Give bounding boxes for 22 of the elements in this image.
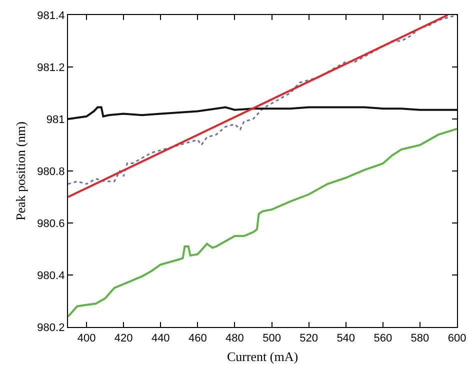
x-tick-label: 540	[336, 332, 356, 344]
x-tick-label: 440	[151, 332, 170, 344]
y-tick-label: 980.8	[37, 166, 65, 178]
y-tick-label: 980.4	[37, 270, 65, 282]
y-tick-label: 981.2	[37, 62, 65, 74]
x-tick-label: 480	[226, 332, 244, 344]
line-series	[68, 106, 457, 120]
x-tick-label: 580	[410, 332, 430, 344]
x-tick-label: 600	[448, 332, 466, 344]
x-tick-label: 460	[188, 332, 207, 344]
x-tick-label: 420	[114, 332, 133, 344]
y-tick-label: 981	[46, 114, 65, 126]
x-tick-label: 500	[262, 332, 281, 344]
y-axis-title: Peak position (nm)	[13, 122, 28, 220]
y-tick-label: 980.6	[37, 218, 65, 230]
x-tick-label: 520	[300, 332, 318, 344]
x-axis-title: Current (mA)	[226, 348, 298, 364]
y-tick-label: 980.2	[37, 322, 65, 334]
y-tick-label: 981.4	[37, 10, 65, 22]
x-tick-label: 400	[77, 332, 96, 344]
line-series	[68, 128, 457, 318]
x-tick-label: 560	[374, 332, 392, 344]
